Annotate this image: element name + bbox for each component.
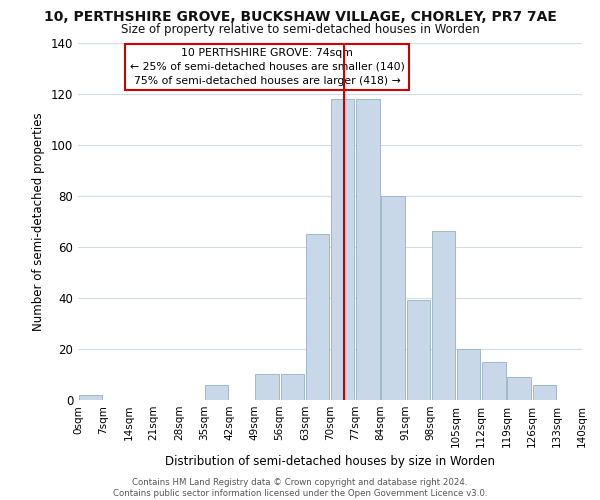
- Bar: [482, 362, 505, 400]
- Bar: [256, 374, 278, 400]
- Text: Contains HM Land Registry data © Crown copyright and database right 2024.
Contai: Contains HM Land Registry data © Crown c…: [113, 478, 487, 498]
- Text: 10, PERTHSHIRE GROVE, BUCKSHAW VILLAGE, CHORLEY, PR7 7AE: 10, PERTHSHIRE GROVE, BUCKSHAW VILLAGE, …: [44, 10, 556, 24]
- X-axis label: Distribution of semi-detached houses by size in Worden: Distribution of semi-detached houses by …: [165, 456, 495, 468]
- Bar: [205, 384, 229, 400]
- Y-axis label: Number of semi-detached properties: Number of semi-detached properties: [32, 112, 45, 330]
- Bar: [306, 234, 329, 400]
- Bar: [79, 395, 103, 400]
- Bar: [432, 232, 455, 400]
- Bar: [331, 98, 354, 400]
- Bar: [407, 300, 430, 400]
- Bar: [382, 196, 404, 400]
- Bar: [508, 377, 531, 400]
- Bar: [281, 374, 304, 400]
- Bar: [457, 349, 481, 400]
- Bar: [356, 98, 380, 400]
- Text: Size of property relative to semi-detached houses in Worden: Size of property relative to semi-detach…: [121, 22, 479, 36]
- Text: 10 PERTHSHIRE GROVE: 74sqm
← 25% of semi-detached houses are smaller (140)
75% o: 10 PERTHSHIRE GROVE: 74sqm ← 25% of semi…: [130, 48, 404, 86]
- Bar: [533, 384, 556, 400]
